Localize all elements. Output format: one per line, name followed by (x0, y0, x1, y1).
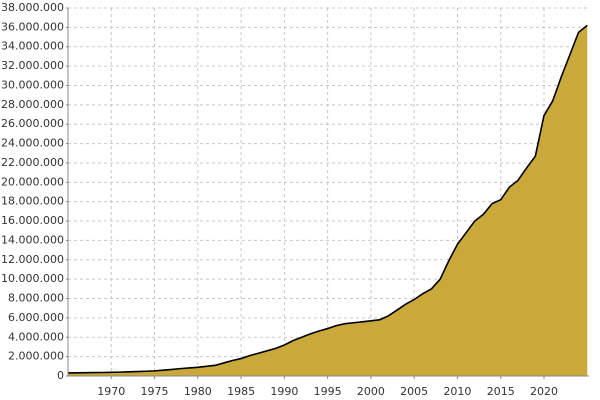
x-tick-label: 2015 (487, 385, 515, 398)
x-tick-label: 2005 (400, 385, 428, 398)
y-tick-label: 4.000.000 (8, 330, 64, 343)
y-tick-label: 22.000.000 (1, 156, 64, 169)
y-tick-label: 24.000.000 (1, 137, 64, 150)
x-tick-label: 1995 (314, 385, 342, 398)
y-tick-label: 2.000.000 (8, 350, 64, 363)
y-tick-label: 14.000.000 (1, 233, 64, 246)
x-tick-label: 1980 (184, 385, 212, 398)
y-tick-label: 10.000.000 (1, 272, 64, 285)
y-tick-label: 38.000.000 (1, 1, 64, 14)
y-tick-label: 34.000.000 (1, 40, 64, 53)
x-tick-label: 1985 (227, 385, 255, 398)
x-tick-label: 1970 (97, 385, 125, 398)
y-tick-label: 28.000.000 (1, 98, 64, 111)
y-tick-label: 16.000.000 (1, 214, 64, 227)
area (68, 25, 588, 377)
y-tick-label: 30.000.000 (1, 78, 64, 91)
y-tick-label: 36.000.000 (1, 20, 64, 33)
x-tick-label: 1975 (141, 385, 169, 398)
y-tick-label: 0 (57, 369, 64, 382)
x-tick-label: 2010 (443, 385, 471, 398)
line (67, 24, 588, 374)
y-tick-label: 26.000.000 (1, 117, 64, 130)
y-tick-label: 8.000.000 (8, 292, 64, 305)
y-tick-label: 6.000.000 (8, 311, 64, 324)
x-tick-label: 1990 (270, 385, 298, 398)
y-tick-label: 12.000.000 (1, 253, 64, 266)
y-tick-label: 20.000.000 (1, 175, 64, 188)
y-tick-label: 18.000.000 (1, 195, 64, 208)
x-tick-label: 2020 (530, 385, 558, 398)
x-tick-label: 2000 (357, 385, 385, 398)
y-tick-label: 32.000.000 (1, 59, 64, 72)
